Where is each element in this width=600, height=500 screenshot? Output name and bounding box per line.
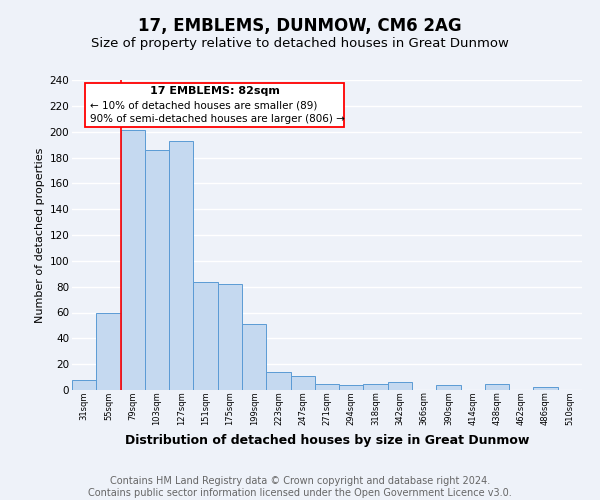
Text: Size of property relative to detached houses in Great Dunmow: Size of property relative to detached ho… bbox=[91, 38, 509, 51]
Bar bbox=[388, 382, 412, 390]
Bar bbox=[533, 388, 558, 390]
Bar bbox=[436, 385, 461, 390]
Bar bbox=[218, 284, 242, 390]
Bar bbox=[72, 380, 96, 390]
Text: 17 EMBLEMS: 82sqm: 17 EMBLEMS: 82sqm bbox=[150, 86, 280, 96]
Bar bbox=[315, 384, 339, 390]
Bar bbox=[242, 324, 266, 390]
Y-axis label: Number of detached properties: Number of detached properties bbox=[35, 148, 46, 322]
Bar bbox=[290, 376, 315, 390]
Text: ← 10% of detached houses are smaller (89): ← 10% of detached houses are smaller (89… bbox=[91, 100, 318, 110]
Bar bbox=[121, 130, 145, 390]
Bar bbox=[339, 385, 364, 390]
Bar bbox=[193, 282, 218, 390]
X-axis label: Distribution of detached houses by size in Great Dunmow: Distribution of detached houses by size … bbox=[125, 434, 529, 446]
Text: 90% of semi-detached houses are larger (806) →: 90% of semi-detached houses are larger (… bbox=[91, 114, 346, 124]
Bar bbox=[485, 384, 509, 390]
Text: Contains HM Land Registry data © Crown copyright and database right 2024.
Contai: Contains HM Land Registry data © Crown c… bbox=[88, 476, 512, 498]
Bar bbox=[266, 372, 290, 390]
Bar bbox=[364, 384, 388, 390]
Bar bbox=[145, 150, 169, 390]
FancyBboxPatch shape bbox=[85, 82, 344, 126]
Bar bbox=[169, 140, 193, 390]
Text: 17, EMBLEMS, DUNMOW, CM6 2AG: 17, EMBLEMS, DUNMOW, CM6 2AG bbox=[138, 18, 462, 36]
Bar bbox=[96, 312, 121, 390]
